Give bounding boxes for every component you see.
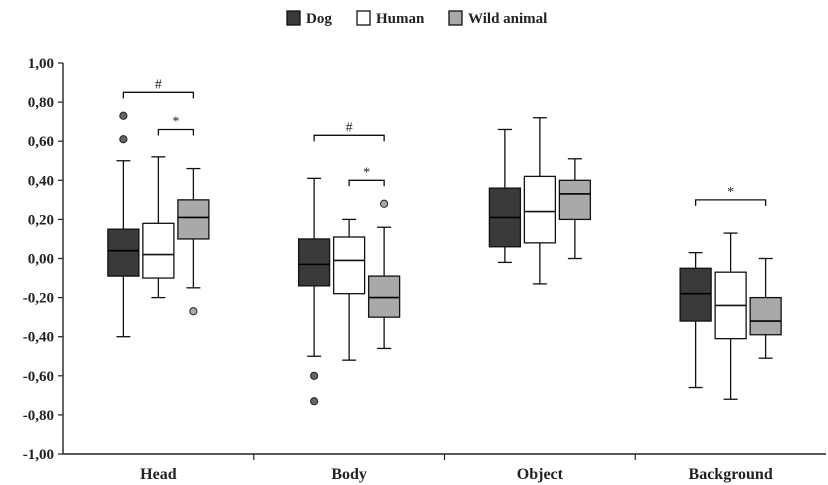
significance-label: * <box>727 185 734 200</box>
legend-item-human: Human <box>356 10 425 27</box>
box-iqr <box>679 267 712 322</box>
box-human <box>142 156 175 299</box>
category-label: Object <box>517 466 564 483</box>
y-tick-label: 0,60 <box>28 134 54 150</box>
box-iqr <box>297 238 331 287</box>
outlier-point <box>310 371 319 380</box>
box-iqr <box>107 228 140 277</box>
category-label: Head <box>140 466 177 483</box>
y-tick-label: 0,00 <box>28 252 54 268</box>
legend-swatch <box>448 10 463 26</box>
bracket-line <box>157 128 195 136</box>
y-tick-label: 1,00 <box>28 56 54 72</box>
box-iqr <box>367 275 401 318</box>
outlier-point <box>189 307 198 316</box>
significance-bracket: * <box>348 165 385 187</box>
y-tick-label: 0,40 <box>28 173 54 189</box>
box-human <box>714 232 747 400</box>
box-dog <box>488 128 522 264</box>
box-iqr <box>142 222 175 279</box>
box-wild-animal <box>558 158 592 260</box>
box-wild-animal <box>177 167 210 316</box>
legend: Dog Human Wild animal <box>286 10 547 27</box>
outlier-point <box>310 397 319 406</box>
box-dog <box>297 177 331 406</box>
plot-area <box>107 111 782 406</box>
significance-label: # <box>155 77 162 92</box>
legend-item-dog: Dog <box>286 10 332 27</box>
box-iqr <box>749 296 782 336</box>
y-tick-label: -1,00 <box>23 447 54 463</box>
bracket-line <box>694 199 767 206</box>
box-wild-animal <box>367 199 401 350</box>
y-tick-label: -0,60 <box>23 369 54 385</box>
box-iqr <box>332 236 366 295</box>
bracket-line <box>348 179 385 187</box>
box-human <box>332 218 366 361</box>
box-dog <box>107 111 140 338</box>
x-axis: Head Body Object Background <box>63 453 826 483</box>
y-tick-label: 0,20 <box>28 212 54 228</box>
legend-label: Human <box>376 11 425 27</box>
y-tick-label: -0,80 <box>23 408 54 424</box>
significance-bracket: * <box>157 114 195 136</box>
box-human <box>523 117 557 285</box>
y-tick-label: -0,40 <box>23 330 54 346</box>
box-wild-animal <box>749 257 782 359</box>
legend-label: Dog <box>306 11 332 27</box>
box-iqr <box>558 179 592 221</box>
significance-label: * <box>172 114 179 129</box>
significance-label: # <box>346 120 353 135</box>
significance-bracket: # <box>313 120 385 142</box>
significance-brackets: # * # * * <box>122 77 767 206</box>
legend-swatch <box>356 10 371 26</box>
bracket-line <box>313 134 385 142</box>
significance-bracket: * <box>694 185 767 206</box>
bracket-line <box>122 91 195 99</box>
significance-bracket: # <box>122 77 195 99</box>
category-label: Background <box>689 466 773 483</box>
legend-swatch <box>286 10 301 26</box>
significance-label: * <box>363 165 370 180</box>
box-dog <box>679 251 712 389</box>
box-iqr <box>177 199 210 240</box>
outlier-point <box>119 111 128 120</box>
category-label: Body <box>331 466 367 483</box>
outlier-point <box>380 199 389 208</box>
y-tick-label: -0,20 <box>23 291 54 307</box>
outlier-point <box>119 135 128 144</box>
legend-label: Wild animal <box>468 11 547 27</box>
box-iqr <box>523 175 557 244</box>
y-axis: 1,00 0,80 0,60 0,40 0,20 0,00 -0,20 -0,40 -0,60 -… <box>23 56 64 463</box>
y-tick-label: 0,80 <box>28 95 54 111</box>
legend-item-wild-animal: Wild animal <box>448 10 547 27</box>
